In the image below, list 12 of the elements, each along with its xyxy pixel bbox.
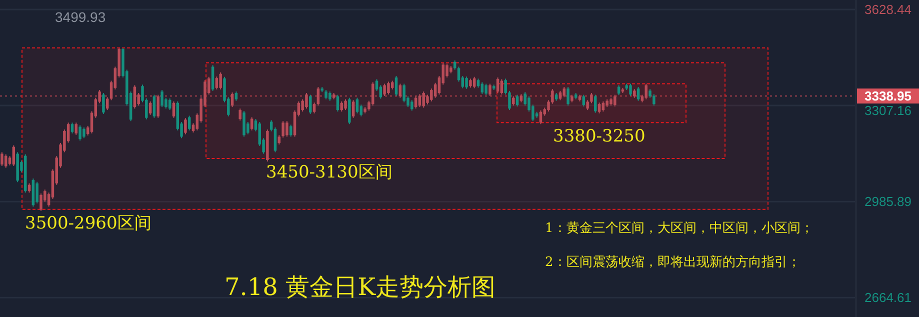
text: 7.18 黄金日K走势分析图 — [224, 273, 496, 301]
band-label: 3380-3250 — [553, 126, 646, 147]
band-label: 3500-2960区间 — [25, 213, 152, 234]
y-tick-label: 3307.16 — [864, 103, 912, 118]
annotation: 3499.93 — [55, 9, 106, 25]
ref-line-label: 3338.95 — [864, 88, 912, 104]
y-tick-label: 3628.44 — [864, 2, 912, 17]
annotation: 1：黄金三个区间，大区间，中区间，小区间； — [545, 221, 814, 236]
band-label: 3450-3130区间 — [266, 162, 392, 182]
annotation: 2：区间震荡收缩，即将出现新的方向指引； — [545, 254, 800, 270]
y-tick-label: 2985.89 — [864, 194, 912, 210]
y-tick-label: 2664.61 — [864, 290, 912, 306]
